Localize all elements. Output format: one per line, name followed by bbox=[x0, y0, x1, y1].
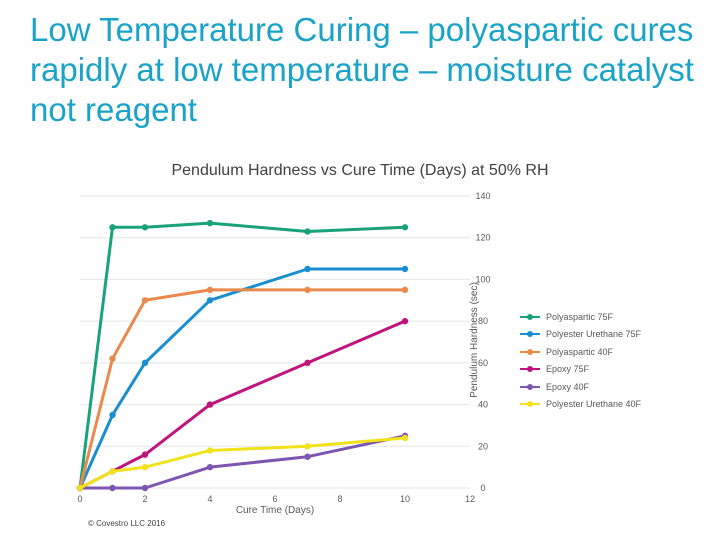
legend-swatch bbox=[520, 401, 540, 408]
legend-item: Polyaspartic 75F bbox=[520, 308, 641, 326]
legend-swatch bbox=[520, 331, 540, 338]
slide-title: Low Temperature Curing – polyaspartic cu… bbox=[30, 11, 694, 128]
x-tick-label: 12 bbox=[465, 494, 475, 504]
series-line-epoxy-40f bbox=[78, 434, 407, 490]
legend-item: Epoxy 40F bbox=[520, 378, 641, 396]
legend-swatch bbox=[520, 313, 540, 320]
series-line-polyaspartic-75f bbox=[78, 221, 407, 490]
legend-label: Polyester Urethane 40F bbox=[546, 399, 642, 410]
legend-label: Epoxy 75F bbox=[546, 364, 590, 375]
y-tick-label: 60 bbox=[478, 358, 488, 368]
legend-label: Polyaspartic 75F bbox=[546, 311, 614, 322]
data-point-polyaspartic-40f bbox=[141, 297, 149, 304]
legend-label: Epoxy 40F bbox=[546, 381, 590, 392]
copyright-notice: © Covestro LLC 2016 bbox=[88, 519, 166, 528]
data-point-polyester-urethane-40f bbox=[109, 468, 116, 475]
y-tick-label: 0 bbox=[480, 483, 485, 493]
data-point-polyester-urethane-40f bbox=[401, 434, 409, 442]
y-tick-label: 20 bbox=[478, 441, 488, 451]
data-point-polyester-urethane-75f bbox=[206, 297, 214, 304]
data-point-polyaspartic-40f bbox=[401, 286, 409, 294]
x-tick-label: 0 bbox=[77, 494, 82, 504]
data-point-epoxy-40f bbox=[141, 484, 149, 492]
data-point-polyaspartic-75f bbox=[401, 224, 409, 231]
chart-legend: Polyaspartic 75F Polyester Urethane 75F Po… bbox=[520, 308, 641, 413]
chart-title: Pendulum Hardness vs Cure Time (Days) at… bbox=[0, 162, 720, 180]
series-line-polyaspartic-40f bbox=[78, 288, 407, 490]
data-point-polyaspartic-75f bbox=[304, 228, 311, 235]
legend-item: Polyester Urethane 75F bbox=[520, 326, 641, 344]
x-tick-label: 2 bbox=[142, 494, 147, 504]
y-tick-label: 40 bbox=[478, 400, 488, 410]
legend-swatch bbox=[520, 348, 540, 355]
x-tick-label: 6 bbox=[272, 494, 277, 504]
series-line-polyester-urethane-40f bbox=[78, 436, 407, 490]
data-point-polyaspartic-40f bbox=[304, 286, 311, 294]
legend-swatch bbox=[520, 383, 540, 390]
data-point-polyester-urethane-40f bbox=[141, 463, 149, 471]
data-point-polyaspartic-40f bbox=[109, 355, 116, 362]
x-tick-label: 4 bbox=[207, 494, 212, 504]
data-point-epoxy-40f bbox=[206, 463, 214, 471]
x-tick-label: 10 bbox=[400, 494, 410, 504]
data-point-polyaspartic-75f bbox=[141, 224, 149, 231]
legend-label: Polyaspartic 40F bbox=[546, 346, 614, 357]
data-point-epoxy-75f bbox=[304, 359, 311, 367]
legend-label: Polyester Urethane 75F bbox=[546, 329, 642, 340]
data-point-polyester-urethane-75f bbox=[109, 411, 116, 419]
data-point-polyaspartic-75f bbox=[206, 219, 214, 227]
data-point-polyester-urethane-40f bbox=[206, 447, 214, 454]
data-point-polyester-urethane-40f bbox=[76, 484, 84, 492]
series-line-polyester-urethane-75f bbox=[78, 267, 407, 490]
data-point-epoxy-40f bbox=[109, 484, 116, 492]
data-point-epoxy-75f bbox=[401, 317, 409, 325]
data-point-polyaspartic-75f bbox=[109, 224, 116, 231]
data-point-epoxy-75f bbox=[141, 451, 149, 458]
data-point-epoxy-40f bbox=[304, 453, 311, 460]
y-axis-title: Pendulum Hardness (sec) bbox=[469, 282, 480, 398]
legend-item: Epoxy 75F bbox=[520, 361, 641, 379]
legend-item: Polyaspartic 40F bbox=[520, 343, 641, 361]
chart-title-text: Pendulum Hardness vs Cure Time (Days) at… bbox=[171, 162, 549, 179]
data-point-polyester-urethane-40f bbox=[304, 443, 311, 450]
legend-item: Polyester Urethane 40F bbox=[520, 396, 641, 414]
y-tick-label: 80 bbox=[478, 316, 488, 326]
y-tick-label: 100 bbox=[475, 274, 490, 284]
data-point-polyester-urethane-75f bbox=[401, 265, 409, 273]
y-tick-label: 140 bbox=[475, 191, 490, 201]
y-tick-label: 120 bbox=[475, 233, 490, 243]
x-axis-title: Cure Time (Days) bbox=[236, 505, 314, 516]
data-point-epoxy-75f bbox=[206, 401, 214, 408]
data-point-polyester-urethane-75f bbox=[304, 265, 311, 273]
data-point-polyaspartic-40f bbox=[206, 286, 214, 294]
x-tick-label: 8 bbox=[337, 494, 342, 504]
legend-swatch bbox=[520, 366, 540, 373]
data-point-polyester-urethane-75f bbox=[141, 359, 149, 367]
